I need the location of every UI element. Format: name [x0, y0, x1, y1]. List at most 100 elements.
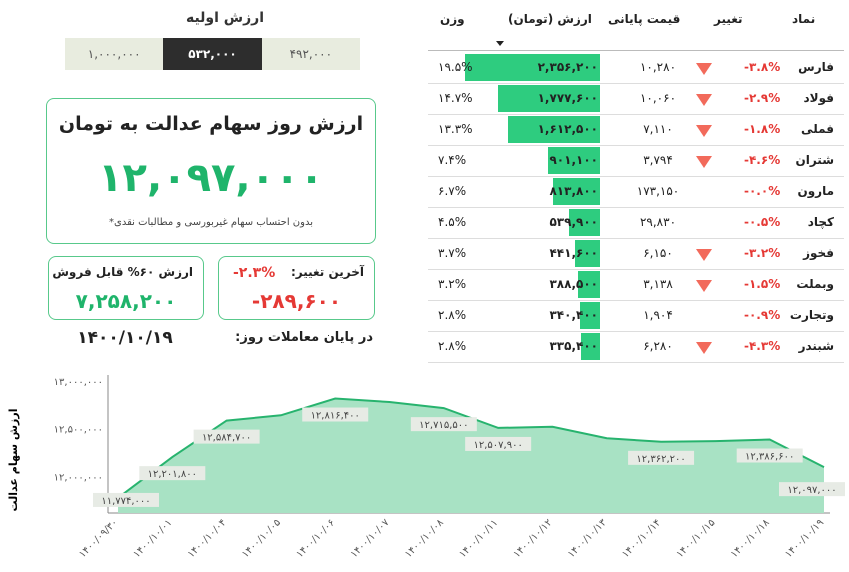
data-label: ۱۲,۰۹۷,۰۰۰ [787, 485, 836, 496]
price-cell: ۱,۹۰۴ [643, 308, 673, 322]
weight-cell: ۶.۷% [438, 184, 467, 198]
x-tick-label: ۱۴۰۰/۱۰/۰۱ [131, 517, 174, 560]
data-label: ۱۲,۳۸۶,۶۰۰ [745, 452, 794, 463]
weight-cell: ۳.۲% [438, 277, 467, 291]
table-row[interactable]: فخوز -۳.۲% ۶,۱۵۰ ۴۴۱,۶۰۰ ۳.۷% [428, 238, 844, 270]
x-tick-label: ۱۴۰۰/۱۰/۱۱ [457, 517, 500, 560]
weight-cell: ۴.۵% [438, 215, 467, 229]
price-cell: ۶,۱۵۰ [643, 246, 673, 260]
x-tick-label: ۱۴۰۰/۱۰/۰۸ [403, 517, 446, 560]
sellable-value-card: ارزش ۶۰% قابل فروش ۷,۲۵۸,۲۰۰ [48, 256, 204, 320]
change-cell: -۱.۵% [744, 277, 781, 291]
price-cell: ۱۷۳,۱۵۰ [636, 184, 680, 198]
symbol-cell: شبندر [798, 339, 834, 353]
value-bar [569, 209, 600, 236]
data-label-bg [93, 492, 159, 507]
trading-date: ۱۴۰۰/۱۰/۱۹ [77, 328, 173, 348]
symbol-cell: شتران [795, 153, 834, 167]
value-bar [553, 178, 600, 205]
data-label: ۱۲,۲۰۱,۸۰۰ [148, 469, 197, 480]
table-row[interactable]: فملی -۱.۸% ۷,۱۱۰ ۱,۶۱۲,۵۰۰ ۱۳.۳% [428, 114, 844, 146]
down-arrow-icon [696, 342, 712, 354]
initial-option-492000[interactable]: ۴۹۲,۰۰۰ [261, 38, 360, 70]
x-tick-label: ۱۴۰۰/۱۰/۰۶ [294, 517, 337, 560]
value-bar [465, 54, 600, 81]
value-bar [548, 147, 600, 174]
data-label: ۱۲,۸۱۶,۴۰۰ [311, 411, 360, 422]
down-arrow-icon [696, 280, 712, 292]
price-cell: ۶,۲۸۰ [643, 339, 673, 353]
weight-cell: ۲.۸% [438, 339, 467, 353]
data-label-bg [628, 450, 695, 465]
chart-y-ticks: ۱۲,۰۰۰,۰۰۰ ۱۲,۵۰۰,۰۰۰ ۱۳,۰۰۰,۰۰۰ [54, 377, 103, 483]
table-row[interactable]: شبندر -۴.۳% ۶,۲۸۰ ۳۳۵,۴۰۰ ۲.۸% [428, 331, 844, 363]
value-cell: ۸۱۳,۸۰۰ [549, 184, 598, 198]
change-cell: -۲.۹% [744, 91, 781, 105]
initial-value-selector[interactable]: ۱,۰۰۰,۰۰۰ ۵۳۲,۰۰۰ ۴۹۲,۰۰۰ [65, 38, 360, 70]
price-cell: ۳,۷۹۴ [643, 153, 673, 167]
down-arrow-icon [696, 125, 712, 137]
weight-cell: ۳.۷% [438, 246, 467, 260]
table-row[interactable]: فولاد -۲.۹% ۱۰,۰۶۰ ۱,۷۷۷,۶۰۰ ۱۴.۷% [428, 83, 844, 115]
header-change[interactable]: تغییر [714, 12, 743, 26]
table-row[interactable]: وتجارت -۰.۹% ۱,۹۰۴ ۳۴۰,۴۰۰ ۲.۸% [428, 300, 844, 332]
value-cell: ۱,۷۷۷,۶۰۰ [537, 91, 598, 105]
value-bar [580, 333, 600, 360]
data-label: ۱۱,۷۷۴,۰۰۰ [101, 496, 150, 507]
price-cell: ۷,۱۱۰ [643, 122, 673, 136]
table-row[interactable]: وبملت -۱.۵% ۳,۱۳۸ ۳۸۸,۵۰۰ ۳.۲% [428, 269, 844, 301]
value-bar [580, 302, 600, 329]
value-cell: ۳۸۸,۵۰۰ [549, 277, 598, 291]
initial-option-1000000[interactable]: ۱,۰۰۰,۰۰۰ [65, 38, 164, 70]
x-tick-label: ۱۴۰۰/۱۰/۱۸ [729, 517, 772, 560]
down-arrow-icon [696, 249, 712, 261]
initial-value-title: ارزش اولیه [185, 10, 265, 26]
data-label-bg [779, 482, 845, 497]
chart-data-labels: ۱۱,۷۷۴,۰۰۰ ۱۲,۲۰۱,۸۰۰ ۱۲,۵۸۴,۷۰۰ ۱۲,۸۱۶,۴۰۰… [93, 407, 845, 507]
change-cell: -۱.۸% [744, 122, 781, 136]
sort-desc-icon[interactable] [496, 41, 504, 46]
value-bar [574, 240, 600, 267]
data-label: ۱۲,۷۱۵,۵۰۰ [419, 420, 468, 431]
table-row[interactable]: مارون -۰.۰% ۱۷۳,۱۵۰ ۸۱۳,۸۰۰ ۶.۷% [428, 176, 844, 208]
header-price[interactable]: قیمت پایانی [608, 12, 681, 26]
value-bar [577, 271, 600, 298]
value-cell: ۳۴۰,۴۰۰ [549, 308, 598, 322]
table-row[interactable]: فارس -۳.۸% ۱۰,۲۸۰ ۲,۳۵۶,۲۰۰ ۱۹.۵% [428, 52, 844, 84]
value-cell: ۲,۳۵۶,۲۰۰ [537, 60, 598, 74]
x-tick-label: ۱۴۰۰/۱۰/۰۵ [240, 517, 283, 560]
data-label-bg [193, 429, 260, 444]
last-change-percent: -۲.۳% [233, 265, 276, 281]
table-row[interactable]: کچاد -۰.۵% ۲۹,۸۳۰ ۵۳۹,۹۰۰ ۴.۵% [428, 207, 844, 239]
y-tick-label: ۱۳,۰۰۰,۰۰۰ [54, 377, 103, 388]
change-cell: -۳.۸% [744, 60, 781, 74]
x-tick-label: ۱۴۰۰/۱۰/۰۷ [349, 517, 392, 560]
value-cell: ۳۳۵,۴۰۰ [549, 339, 598, 353]
initial-option-532000[interactable]: ۵۳۲,۰۰۰ [163, 38, 262, 70]
symbol-cell: کچاد [807, 215, 834, 229]
change-cell: -۰.۹% [744, 308, 781, 322]
symbol-cell: مارون [797, 184, 834, 198]
header-weight[interactable]: وزن [440, 12, 465, 26]
main-value-card: ارزش روز سهام عدالت به تومان ۱۲,۰۹۷,۰۰۰ … [46, 98, 376, 244]
symbol-cell: وتجارت [789, 308, 834, 322]
x-tick-label: ۱۴۰۰/۰۹/۳۰ [77, 517, 120, 560]
main-value-amount: ۱۲,۰۹۷,۰۰۰ [98, 155, 324, 201]
value-cell: ۱,۶۱۲,۵۰۰ [537, 122, 598, 136]
symbol-cell: فولاد [803, 91, 834, 105]
weight-cell: ۷.۴% [438, 153, 467, 167]
main-value-note: *بدون احتساب سهام غیربورسی و مطالبات نقد… [109, 217, 313, 228]
sellable-value-amount: ۷,۲۵۸,۲۰۰ [75, 289, 177, 313]
chart-x-ticks: ۱۴۰۰/۰۹/۳۰ ۱۴۰۰/۱۰/۰۱ ۱۴۰۰/۱۰/۰۴ ۱۴۰۰/۱۰/۰۵… [77, 517, 826, 560]
down-arrow-icon [696, 63, 712, 75]
x-tick-label: ۱۴۰۰/۱۰/۱۳ [566, 517, 609, 560]
weight-cell: ۲.۸% [438, 308, 467, 322]
header-value[interactable]: ارزش (تومان) [508, 12, 592, 26]
header-symbol[interactable]: نماد [792, 12, 816, 26]
x-tick-label: ۱۴۰۰/۱۰/۱۵ [675, 517, 718, 560]
table-row[interactable]: شتران -۴.۶% ۳,۷۹۴ ۹۰۱,۱۰۰ ۷.۴% [428, 145, 844, 177]
price-cell: ۲۹,۸۳۰ [639, 215, 677, 229]
y-tick-label: ۱۲,۵۰۰,۰۰۰ [54, 425, 103, 436]
price-cell: ۳,۱۳۸ [643, 277, 673, 291]
change-cell: -۰.۰% [744, 184, 781, 198]
